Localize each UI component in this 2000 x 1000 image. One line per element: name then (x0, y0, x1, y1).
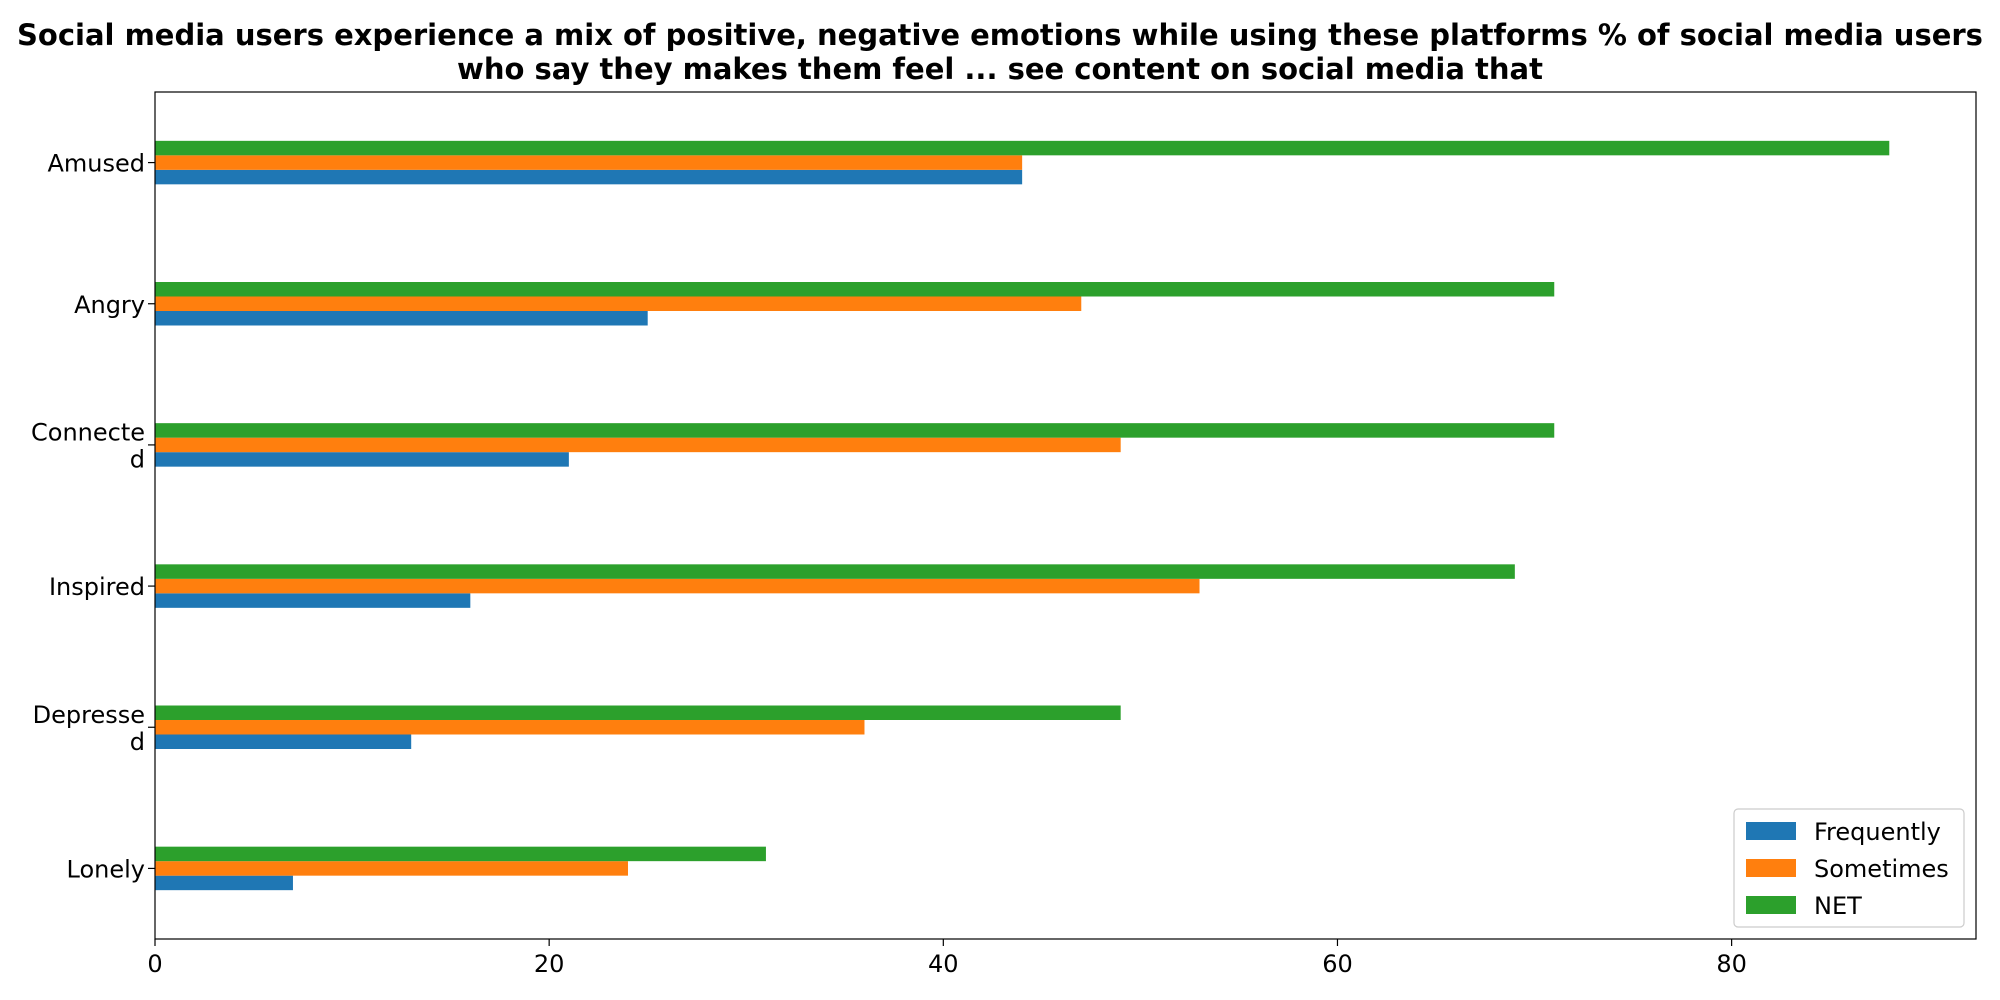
bar-frequently-connected (155, 452, 569, 467)
legend-label-sometimes: Sometimes (1814, 855, 1949, 883)
x-tick-label: 0 (147, 950, 162, 978)
plot-area-frame (154, 91, 1977, 940)
chart-title-line-2: who say they makes them feel ... see con… (457, 52, 1543, 86)
y-tick-label-line: Lonely (67, 855, 145, 883)
y-tick-label-line: Inspired (49, 573, 145, 601)
y-tick-label: Angry (74, 291, 145, 319)
bar-frequently-angry (155, 311, 648, 326)
y-tick-label-line: Connecte (31, 418, 145, 446)
x-tick-label: 20 (534, 950, 565, 978)
legend-swatch-net (1746, 896, 1796, 914)
bar-net-connected (155, 423, 1555, 438)
y-tick-label: Connecte d (31, 418, 145, 473)
bar-frequently-amused (155, 169, 1023, 185)
bar-frequently-depressed (155, 734, 412, 749)
chart-title: Social media users experience a mix of p… (0, 18, 2000, 86)
y-tick-label-line: Amused (47, 150, 145, 178)
bar-net-amused (155, 140, 1890, 156)
bar-frequently-inspired (155, 593, 471, 608)
bar-sometimes-angry (155, 296, 1082, 311)
y-tick-label: Inspired (49, 573, 145, 601)
y-tick-label: Amused (47, 150, 145, 178)
bars-layer (155, 140, 1890, 891)
legend-swatch-sometimes (1746, 859, 1796, 877)
legend-swatch-frequently (1746, 822, 1796, 840)
bar-net-lonely (155, 846, 766, 862)
x-tick-label: 40 (928, 950, 959, 978)
x-tick-label: 60 (1322, 950, 1353, 978)
y-tick-label-line: d (130, 728, 145, 756)
bar-sometimes-connected (155, 437, 1121, 453)
bar-sometimes-inspired (155, 578, 1200, 594)
bar-sometimes-depressed (155, 720, 865, 735)
bar-sometimes-lonely (155, 861, 628, 876)
y-tick-label-line: Depresse (33, 701, 145, 729)
legend-label-net: NET (1814, 892, 1862, 920)
x-tick-label: 80 (1716, 950, 1747, 978)
y-tick-label: Depresse d (33, 701, 145, 756)
y-tick-label-line: d (130, 445, 145, 473)
legend: Frequently Sometimes NET (1733, 808, 1965, 928)
y-tick-label: Lonely (67, 855, 145, 883)
bar-net-inspired (155, 564, 1515, 579)
bar-sometimes-amused (155, 155, 1023, 170)
chart-title-line-1: Social media users experience a mix of p… (17, 18, 1983, 52)
legend-label-frequently: Frequently (1814, 818, 1941, 846)
bar-net-angry (155, 282, 1555, 297)
bar-frequently-lonely (155, 875, 293, 891)
x-axis: 0 20 40 60 80 (147, 939, 1747, 978)
y-tick-label-line: Angry (74, 291, 145, 319)
bar-net-depressed (155, 705, 1121, 720)
